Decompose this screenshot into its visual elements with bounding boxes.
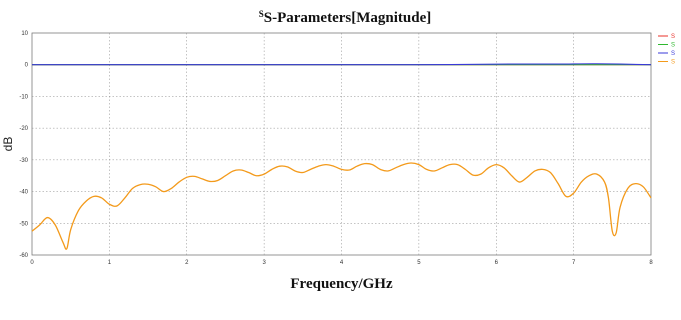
y-tick-label: -50 (19, 221, 28, 227)
legend-label-1: S (671, 34, 675, 40)
y-axis-label: dB (1, 137, 15, 152)
x-tick-label: 4 (340, 260, 344, 266)
chart-title: SS-Parameters[Magnitude] (259, 9, 431, 26)
x-axis-label: Frequency/GHz (290, 276, 393, 292)
chart-title-prefix: S (259, 9, 264, 19)
x-tick-label: 5 (417, 260, 421, 266)
y-tick-label: -30 (19, 158, 28, 164)
legend-label-2: S (671, 43, 675, 49)
legend-label-3: S (671, 51, 675, 57)
legend-label-4: S (671, 60, 675, 66)
chart-title-text: S-Parameters[Magnitude] (264, 10, 431, 26)
plot-area (31, 32, 652, 256)
series-line-4 (31, 162, 652, 250)
x-tick-label: 6 (495, 260, 499, 266)
y-tick-label: -10 (19, 94, 28, 100)
series-line-3 (32, 63, 652, 66)
x-tick-label: 3 (262, 260, 266, 266)
x-tick-label: 2 (185, 260, 189, 266)
x-tick-label: 0 (30, 260, 34, 266)
y-tick-label: -20 (19, 126, 28, 132)
y-tick-label: 10 (21, 31, 28, 37)
series-lines (31, 63, 652, 250)
y-tick-label: 0 (25, 63, 29, 69)
x-tick-label: 1 (108, 260, 112, 266)
y-tick-label: -40 (19, 190, 28, 196)
y-tick-label: -60 (19, 253, 28, 259)
x-tick-label: 7 (572, 260, 576, 266)
x-tick-label: 8 (649, 260, 653, 266)
axis-ticks: 100-10-20-30-40-50-600 1 2 3 4 5 6 7 8 (19, 31, 653, 266)
